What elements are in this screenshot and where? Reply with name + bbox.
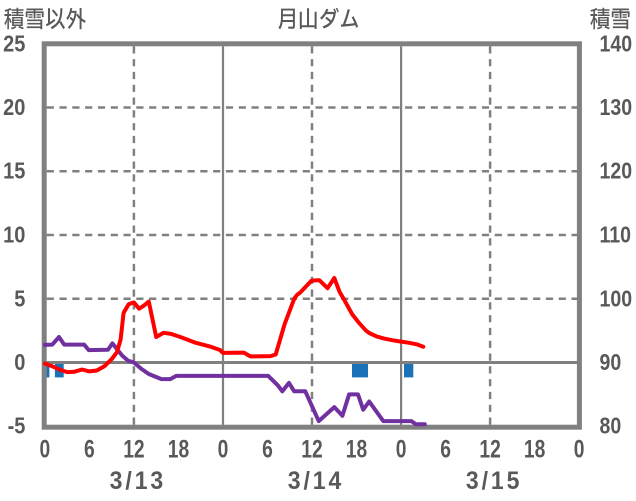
svg-text:0: 0 xyxy=(396,435,407,463)
svg-text:10: 10 xyxy=(3,221,25,248)
svg-text:90: 90 xyxy=(600,350,622,376)
svg-text:-5: -5 xyxy=(8,412,26,439)
svg-text:15: 15 xyxy=(3,157,25,184)
svg-text:0: 0 xyxy=(14,349,25,376)
svg-text:120: 120 xyxy=(600,158,633,184)
svg-text:6: 6 xyxy=(262,435,273,463)
svg-text:12: 12 xyxy=(479,435,500,463)
svg-text:3/13: 3/13 xyxy=(110,467,167,495)
svg-text:18: 18 xyxy=(346,435,367,463)
svg-text:140: 140 xyxy=(600,31,633,57)
svg-text:5: 5 xyxy=(14,285,25,312)
svg-text:0: 0 xyxy=(40,435,51,463)
svg-text:12: 12 xyxy=(301,435,322,463)
svg-text:6: 6 xyxy=(440,435,451,463)
svg-text:18: 18 xyxy=(524,435,545,463)
svg-text:3/14: 3/14 xyxy=(288,467,345,495)
svg-text:25: 25 xyxy=(3,30,25,57)
svg-text:3/15: 3/15 xyxy=(466,467,523,495)
svg-text:0: 0 xyxy=(218,435,229,463)
svg-text:12: 12 xyxy=(123,435,144,463)
svg-text:18: 18 xyxy=(168,435,189,463)
svg-text:0: 0 xyxy=(574,435,585,463)
svg-text:110: 110 xyxy=(600,222,632,248)
svg-text:100: 100 xyxy=(600,286,633,312)
svg-text:6: 6 xyxy=(84,435,95,463)
svg-text:130: 130 xyxy=(600,95,633,121)
svg-text:20: 20 xyxy=(3,94,25,121)
svg-text:80: 80 xyxy=(600,413,622,439)
